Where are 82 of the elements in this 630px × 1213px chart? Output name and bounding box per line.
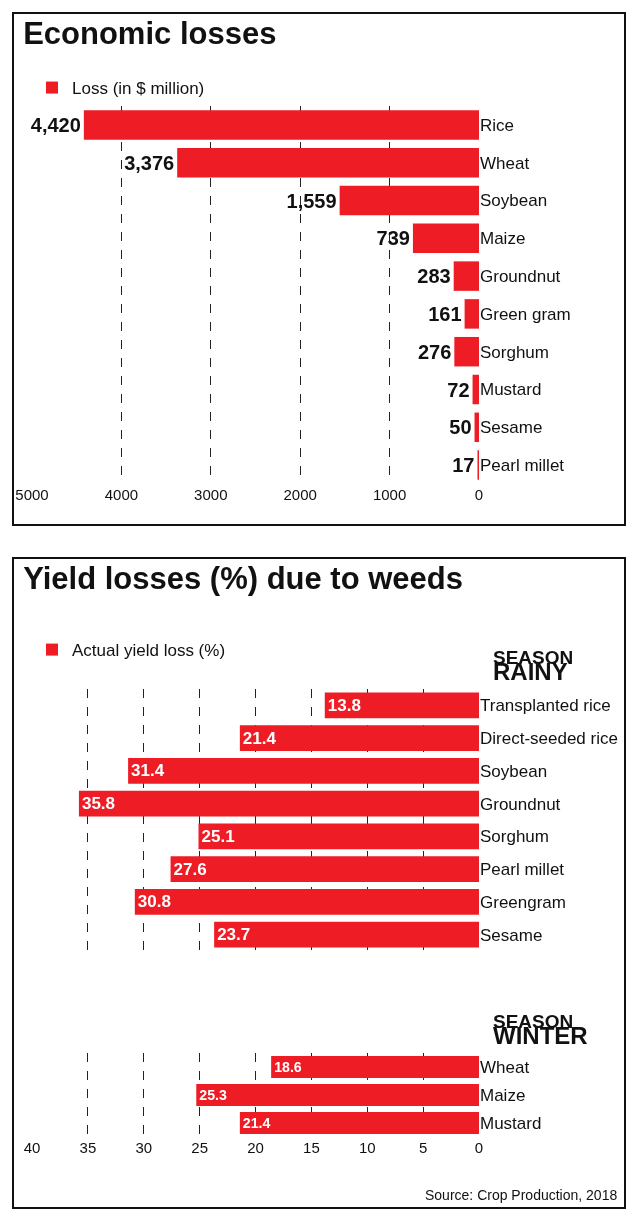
x-tick-label: 30 [135,1139,153,1156]
y-tick-label: Mustard [480,1113,542,1133]
x-tick-label: 25 [191,1139,208,1156]
bar [472,374,479,405]
y-tick-label: Maize [480,229,526,249]
y-tick-label: Pearl millet [480,860,565,880]
data-label: 21.4 [242,1114,271,1131]
y-tick-label: Soybean [480,191,548,211]
x-tick-label: 3000 [194,486,228,503]
y-tick-label: Maize [480,1085,526,1105]
data-label: 18.6 [274,1058,302,1075]
y-tick-label: Direct-seeded rice [480,729,618,749]
chart-title: Yield losses (%) due to weeds [23,560,464,596]
text: SEASON RAINY [493,647,574,685]
x-tick-label: 10 [358,1139,376,1156]
data-label: 21.4 [242,728,277,748]
data-label: 31.4 [131,761,165,781]
text: 161 [428,302,462,325]
data-label: 35.8 [81,794,116,814]
text: 276 [417,340,452,363]
bar [83,110,479,140]
bar [239,725,479,751]
bar [339,185,479,216]
y-tick-label: Rice [480,115,515,135]
data-label: 27.6 [173,859,207,879]
chart-title: Economic losses [23,15,277,51]
bar [239,1112,479,1134]
y-tick-label: Soybean [480,761,548,781]
y-tick-label: Wheat [480,153,530,173]
x-tick-label: 5 [418,1139,428,1156]
y-tick-label: Sorghum [480,342,549,362]
x-tick-label: 5000 [15,486,49,503]
bar [412,223,479,254]
y-tick-label: Green gram [480,304,571,324]
data-label: 30.8 [137,892,171,912]
data-label: 23.7 [217,925,251,945]
bar [214,921,479,948]
bar [78,790,479,817]
y-tick-label: Transplanted rice [480,696,611,716]
y-tick-label: Sesame [480,925,543,945]
x-tick-label: 20 [247,1139,264,1156]
bar [453,261,479,291]
x-tick-label: 4000 [104,486,139,503]
bar [324,692,479,719]
bar [196,1084,479,1106]
bar [464,299,479,329]
x-tick-label: 40 [23,1139,41,1156]
text: 72 [447,378,470,401]
bar [177,147,479,178]
bar [454,336,479,367]
x-tick-label: 35 [79,1139,97,1156]
data-label: 13.8 [327,695,361,715]
bar [271,1056,479,1078]
x-tick-label: 15 [303,1139,320,1156]
text: 17 [452,454,475,477]
x-tick-label: 0 [474,486,484,503]
y-tick-label: Wheat [480,1057,530,1077]
bar [170,856,479,882]
y-tick-label: Mustard [480,380,542,400]
x-tick-label: 1000 [372,486,407,503]
text: 50 [449,416,472,439]
text: 4,420 [30,113,81,136]
x-tick-label: 2000 [283,486,317,503]
y-tick-label: Groundnut [480,267,561,287]
source-note: Source: Crop Production, 2018 [425,1187,618,1203]
y-tick-label: Groundnut [480,794,561,814]
x-tick-label: 0 [474,1139,484,1156]
bar [198,823,479,850]
y-tick-label: Sesame [480,418,543,438]
y-tick-label: Greengram [480,892,566,912]
text: 739 [376,227,410,250]
text: SEASON WINTER [493,1011,588,1049]
bar [128,758,479,784]
legend-label: Actual yield loss (%) [72,641,226,661]
y-tick-label: Sorghum [480,827,549,847]
y-tick-label: Pearl millet [480,456,565,476]
data-label: 25.3 [199,1086,227,1103]
text: 3,376 [124,151,175,174]
data-label: 25.1 [201,826,235,846]
legend-label: Loss (in $ million) [72,79,205,99]
text: 283 [417,265,451,288]
bar [134,889,479,915]
